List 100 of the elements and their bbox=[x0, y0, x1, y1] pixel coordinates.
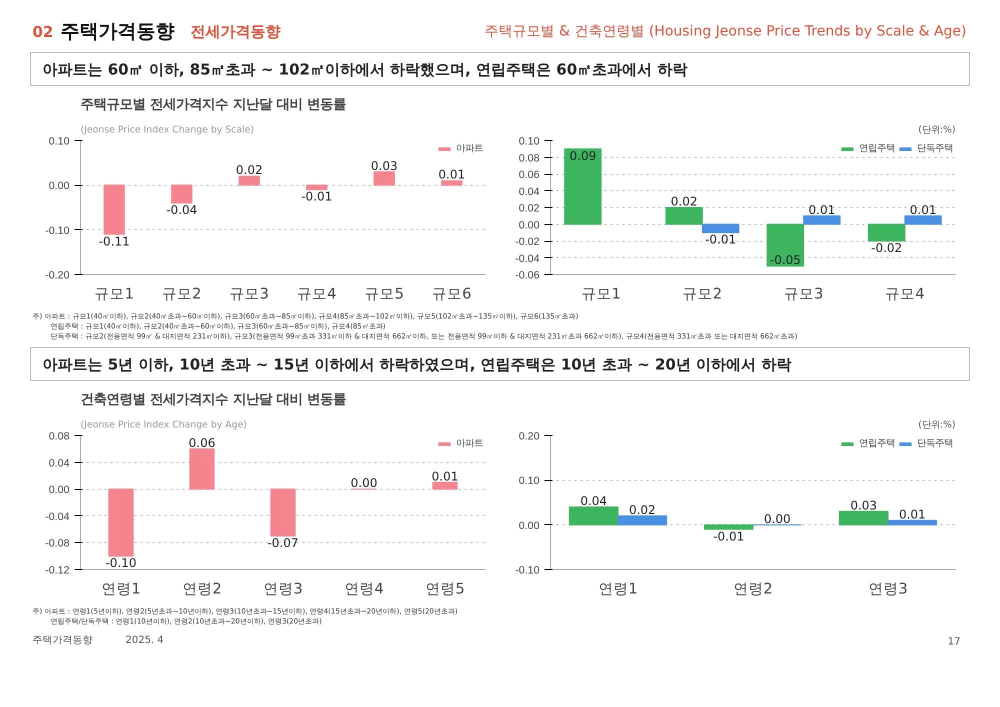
bar bbox=[374, 171, 395, 186]
y-tick-label: 0.02 bbox=[518, 202, 540, 214]
data-label: 0.03 bbox=[370, 158, 398, 173]
y-tick-label: 0.06 bbox=[518, 169, 540, 181]
y-tick-label: 0.10 bbox=[518, 136, 540, 148]
bar bbox=[568, 506, 618, 526]
chart-title: 건축연령별 전세가격지수 지난달 대비 변동률 bbox=[80, 392, 346, 408]
y-tick-label: 0.00 bbox=[518, 219, 540, 232]
y-tick-label: -0.10 bbox=[45, 224, 70, 237]
data-label: 0.01 bbox=[910, 202, 936, 217]
y-tick-label: 0.10 bbox=[518, 475, 540, 488]
data-label: 0.02 bbox=[236, 163, 263, 178]
data-label: -0.11 bbox=[98, 234, 130, 248]
x-tick-label: 연령3 bbox=[263, 580, 303, 598]
bar bbox=[618, 515, 668, 526]
y-tick-label: -0.06 bbox=[515, 270, 540, 282]
bar bbox=[306, 184, 328, 190]
x-tick-label: 규모2 bbox=[682, 286, 722, 302]
legend-label: 연립주택 bbox=[859, 437, 895, 450]
y-tick-label: 0.04 bbox=[518, 186, 540, 198]
y-tick-label: -0.04 bbox=[515, 252, 540, 265]
data-label: 0.09 bbox=[570, 148, 596, 163]
x-tick-label: 연령1 bbox=[598, 580, 638, 598]
y-tick-label: 0.00 bbox=[518, 520, 540, 532]
chart-subtitle: (Jeonse Price Index Change by Scale) bbox=[80, 124, 254, 136]
legend-label: 연립주택 bbox=[859, 142, 895, 155]
y-tick-label: -0.08 bbox=[45, 538, 70, 550]
data-label: -0.07 bbox=[267, 536, 299, 550]
chart-title: 주택규모별 전세가격지수 지난달 대비 변동률 bbox=[80, 98, 346, 112]
legend-label: 단독주택 bbox=[917, 437, 953, 450]
data-label: -0.02 bbox=[871, 241, 902, 255]
bar bbox=[868, 224, 906, 242]
bar bbox=[888, 520, 938, 526]
bar bbox=[108, 488, 134, 557]
bar bbox=[766, 224, 804, 267]
bar bbox=[189, 448, 215, 490]
x-tick-label: 규모1 bbox=[581, 286, 621, 302]
data-label: 0.01 bbox=[432, 469, 458, 484]
bar bbox=[665, 207, 703, 225]
data-label: 0.04 bbox=[580, 494, 608, 508]
data-label: 0.00 bbox=[764, 512, 791, 526]
x-tick-label: 연령5 bbox=[425, 580, 465, 598]
x-tick-label: 규모5 bbox=[364, 286, 404, 302]
data-label: 0.01 bbox=[438, 168, 466, 182]
bar bbox=[432, 482, 458, 490]
data-label: -0.01 bbox=[301, 190, 332, 204]
data-label: 0.00 bbox=[350, 476, 378, 490]
text: 아파트는 60㎡ 이하, 85㎡초과 ~ 102㎡이하에서 하락했으며, 연립주택은 60㎡초과에서 하락 bbox=[42, 60, 688, 78]
bar bbox=[238, 176, 260, 186]
legend-label: 아파트 bbox=[456, 142, 483, 155]
data-label: 0.01 bbox=[898, 507, 926, 522]
y-tick-label: -0.12 bbox=[45, 564, 70, 576]
data-label: -0.05 bbox=[770, 253, 801, 268]
x-tick-label: 규모2 bbox=[162, 286, 202, 302]
text: 17 bbox=[948, 636, 961, 648]
data-label: -0.01 bbox=[713, 529, 744, 544]
y-tick-label: 0.20 bbox=[518, 430, 540, 442]
x-tick-label: 규모4 bbox=[297, 286, 336, 302]
bar bbox=[838, 510, 888, 526]
data-label: 0.02 bbox=[628, 502, 656, 517]
x-tick-label: 규모3 bbox=[230, 286, 269, 302]
y-tick-label: 0.00 bbox=[48, 484, 70, 496]
x-tick-label: 규모4 bbox=[885, 286, 925, 302]
bar bbox=[904, 215, 942, 225]
text: 주택규모별 & 건축연령별 (Housing Jeonse Price Trends by Scale & Age) bbox=[484, 24, 967, 40]
data-label: -0.04 bbox=[166, 203, 198, 218]
text: (단위:%) bbox=[918, 420, 956, 430]
y-tick-label: -0.20 bbox=[45, 270, 70, 282]
data-label: 0.02 bbox=[670, 194, 698, 208]
data-label: 0.06 bbox=[188, 436, 216, 450]
x-tick-label: 규모6 bbox=[432, 286, 472, 302]
y-tick-label: 0.00 bbox=[48, 180, 70, 192]
text: 아파트는 5년 이하, 10년 초과 ~ 15년 이하에서 하락하였으며, 연립주택은 10년 초과 ~ 20년 이하에서 하락 bbox=[42, 356, 792, 374]
y-tick-label: 0.04 bbox=[48, 457, 70, 470]
x-tick-label: 연령2 bbox=[182, 580, 222, 598]
x-tick-label: 규모3 bbox=[784, 286, 824, 302]
bar bbox=[441, 180, 462, 186]
bar bbox=[104, 184, 125, 235]
bar bbox=[171, 184, 192, 204]
text: 02 bbox=[32, 23, 54, 41]
text: 전세가격동향 bbox=[190, 22, 280, 40]
bar bbox=[803, 215, 841, 225]
y-tick-label: 0.10 bbox=[48, 136, 70, 148]
data-label: 0.01 bbox=[808, 202, 836, 217]
data-label: -0.01 bbox=[705, 232, 736, 247]
data-label: -0.10 bbox=[105, 556, 137, 570]
text: (단위:%) bbox=[918, 124, 956, 136]
y-tick-label: -0.10 bbox=[515, 564, 540, 576]
x-tick-label: 규모1 bbox=[94, 286, 134, 302]
y-tick-label: 0.08 bbox=[48, 430, 70, 442]
bar bbox=[270, 488, 296, 536]
chart-subtitle: (Jeonse Price Index Change by Age) bbox=[80, 420, 247, 430]
bar bbox=[702, 224, 740, 234]
text: 주택가격동향 bbox=[32, 635, 92, 646]
y-tick-label: -0.02 bbox=[515, 236, 540, 248]
bar bbox=[704, 524, 754, 530]
text: 2025. 4 bbox=[126, 635, 164, 646]
x-tick-label: 연령2 bbox=[733, 580, 773, 598]
x-tick-label: 연령1 bbox=[101, 580, 141, 598]
data-label: 0.03 bbox=[850, 498, 878, 512]
